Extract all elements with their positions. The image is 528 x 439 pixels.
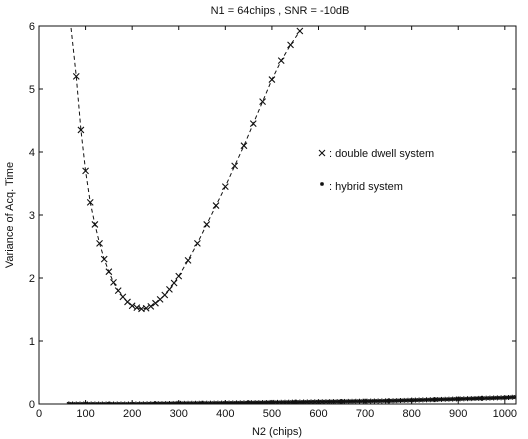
data-point (82, 167, 89, 175)
data-point (268, 76, 276, 83)
y-tick-label: 6 (29, 21, 35, 33)
data-point (72, 73, 80, 80)
x-tick-label: 700 (356, 408, 374, 420)
y-tick-label: 4 (29, 147, 35, 159)
x-tick-label: 0 (36, 408, 42, 420)
y-tick-label: 2 (29, 273, 35, 285)
x-tick-labels: 0 100 200 300 400 500 600 700 800 900 1000 (36, 408, 517, 420)
data-point (296, 27, 304, 35)
y-tick-label: 5 (29, 84, 35, 96)
x-marker-icon (318, 149, 326, 157)
data-point (166, 285, 173, 293)
y-axis-label: Variance of Acq. Time (4, 162, 16, 268)
data-point (147, 302, 155, 310)
data-point (249, 120, 257, 128)
x-tick-label: 100 (76, 408, 94, 420)
data-point (184, 256, 192, 264)
annotation-label: : hybrid system (329, 181, 403, 193)
data-point (110, 279, 117, 286)
x-axis-label: N2 (chips) (252, 426, 302, 438)
x-tick-label: 200 (123, 408, 141, 420)
series-double-dwell (66, 4, 304, 313)
plot-area (38, 25, 517, 405)
data-point-dense (66, 394, 516, 404)
data-point (259, 98, 266, 105)
data-point (231, 162, 239, 170)
annotation-double-dwell: : double dwell system (318, 148, 434, 160)
x-tick-label: 1000 (493, 408, 517, 420)
data-point (221, 183, 229, 191)
data-point (152, 299, 159, 307)
star-marker-icon (320, 182, 324, 186)
series-hybrid (66, 394, 516, 404)
data-point (212, 202, 220, 209)
data-point (100, 255, 108, 263)
x-tick-label: 500 (263, 408, 281, 420)
data-point (170, 279, 178, 287)
data-point (114, 287, 122, 294)
x-tick-label: 800 (402, 408, 420, 420)
series-line (70, 26, 301, 310)
data-point (91, 221, 99, 228)
data-point (287, 41, 294, 49)
data-point (240, 142, 248, 150)
data-point (193, 239, 201, 247)
data-point (161, 291, 169, 299)
x-tick-label: 300 (170, 408, 188, 420)
y-tick-label: 1 (29, 336, 35, 348)
data-point (175, 272, 183, 280)
annotations: : double dwell system : hybrid system (318, 148, 434, 193)
annotation-hybrid: : hybrid system (320, 181, 403, 193)
x-tick-label: 600 (309, 408, 327, 420)
x-tick-label: 400 (216, 408, 234, 420)
series-layer (66, 4, 516, 404)
data-point (77, 126, 85, 134)
data-point (124, 298, 131, 306)
y-tick-labels: 0 1 2 3 4 5 6 (29, 21, 35, 411)
data-point (96, 239, 103, 247)
data-point (86, 199, 94, 206)
data-point (277, 57, 285, 65)
data-point (66, 4, 72, 10)
x-tick-label: 900 (449, 408, 467, 420)
chart-title: N1 = 64chips , SNR = -10dB (211, 5, 350, 17)
data-point (105, 268, 113, 276)
data-point (203, 221, 211, 228)
axis-ticks (38, 25, 516, 405)
y-tick-label: 3 (29, 210, 35, 222)
data-point (142, 304, 150, 312)
annotation-label: : double dwell system (329, 148, 434, 160)
data-point (128, 302, 136, 310)
y-tick-label: 0 (29, 399, 35, 411)
